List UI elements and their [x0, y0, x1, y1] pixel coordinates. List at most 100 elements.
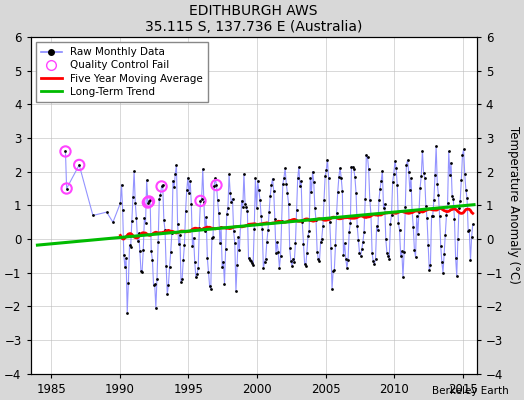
Point — [281, 165, 289, 172]
Point — [205, 283, 214, 290]
Point — [353, 223, 362, 230]
Point — [282, 180, 290, 187]
Point — [375, 197, 383, 203]
Point — [320, 196, 328, 203]
Point — [301, 263, 310, 269]
Point — [260, 258, 269, 265]
Point — [266, 192, 275, 199]
Point — [143, 177, 151, 184]
Point — [123, 309, 132, 316]
Point — [391, 158, 399, 165]
Point — [125, 242, 134, 248]
Point — [368, 249, 376, 256]
Point — [331, 242, 340, 248]
Point — [274, 249, 282, 255]
Point — [227, 199, 236, 206]
Point — [140, 214, 149, 221]
Point — [338, 188, 346, 194]
Point — [436, 243, 445, 249]
Point — [314, 256, 322, 262]
Point — [446, 172, 454, 179]
Point — [319, 223, 327, 229]
Point — [426, 262, 434, 268]
Point — [367, 211, 375, 217]
Point — [166, 264, 174, 270]
Point — [348, 164, 357, 170]
Point — [279, 181, 287, 187]
Point — [162, 263, 170, 270]
Point — [212, 182, 221, 188]
Point — [454, 236, 462, 242]
Point — [324, 175, 333, 181]
Point — [310, 179, 318, 185]
Point — [435, 212, 444, 219]
Point — [248, 260, 256, 266]
Point — [323, 157, 332, 164]
Point — [173, 221, 182, 227]
Point — [444, 148, 453, 155]
Point — [144, 199, 152, 206]
Point — [326, 245, 335, 251]
Point — [150, 281, 159, 288]
Point — [133, 238, 141, 244]
Point — [438, 259, 446, 266]
Point — [293, 175, 302, 181]
Point — [231, 240, 239, 246]
Point — [434, 192, 443, 198]
Point — [119, 252, 128, 258]
Point — [117, 182, 126, 188]
Point — [352, 190, 361, 196]
Point — [451, 254, 460, 261]
Point — [192, 274, 200, 280]
Point — [153, 275, 161, 282]
Point — [401, 204, 409, 210]
Point — [345, 228, 353, 235]
Point — [268, 176, 277, 182]
Point — [335, 174, 343, 180]
Point — [62, 185, 71, 192]
Point — [337, 174, 345, 181]
Point — [141, 219, 150, 226]
Point — [191, 259, 199, 265]
Point — [185, 190, 193, 196]
Point — [299, 241, 308, 247]
Point — [129, 193, 137, 200]
Point — [270, 216, 279, 222]
Point — [204, 268, 213, 275]
Point — [186, 178, 194, 184]
Point — [455, 204, 463, 211]
Point — [258, 226, 266, 232]
Point — [388, 178, 397, 185]
Point — [390, 170, 398, 177]
Point — [315, 258, 324, 265]
Point — [395, 227, 403, 233]
Point — [433, 181, 442, 187]
Point — [200, 198, 208, 205]
Point — [145, 198, 153, 205]
Point — [406, 186, 414, 193]
Point — [291, 240, 300, 246]
Point — [233, 262, 241, 268]
Title: EDITHBURGH AWS
35.115 S, 137.736 E (Australia): EDITHBURGH AWS 35.115 S, 137.736 E (Aust… — [145, 4, 363, 34]
Point — [313, 248, 321, 255]
Point — [297, 178, 305, 184]
Point — [170, 184, 178, 190]
Point — [398, 248, 406, 254]
Point — [322, 167, 331, 173]
Point — [463, 195, 471, 201]
Point — [318, 236, 326, 242]
Point — [146, 197, 155, 204]
Point — [456, 198, 464, 204]
Point — [234, 234, 243, 240]
Point — [201, 228, 209, 234]
Point — [135, 230, 143, 236]
Point — [188, 243, 196, 250]
Point — [407, 175, 415, 181]
Point — [453, 273, 461, 279]
Point — [412, 213, 421, 219]
Point — [178, 275, 187, 282]
Point — [292, 206, 301, 213]
Point — [351, 174, 359, 180]
Point — [225, 171, 233, 178]
Point — [263, 239, 271, 245]
